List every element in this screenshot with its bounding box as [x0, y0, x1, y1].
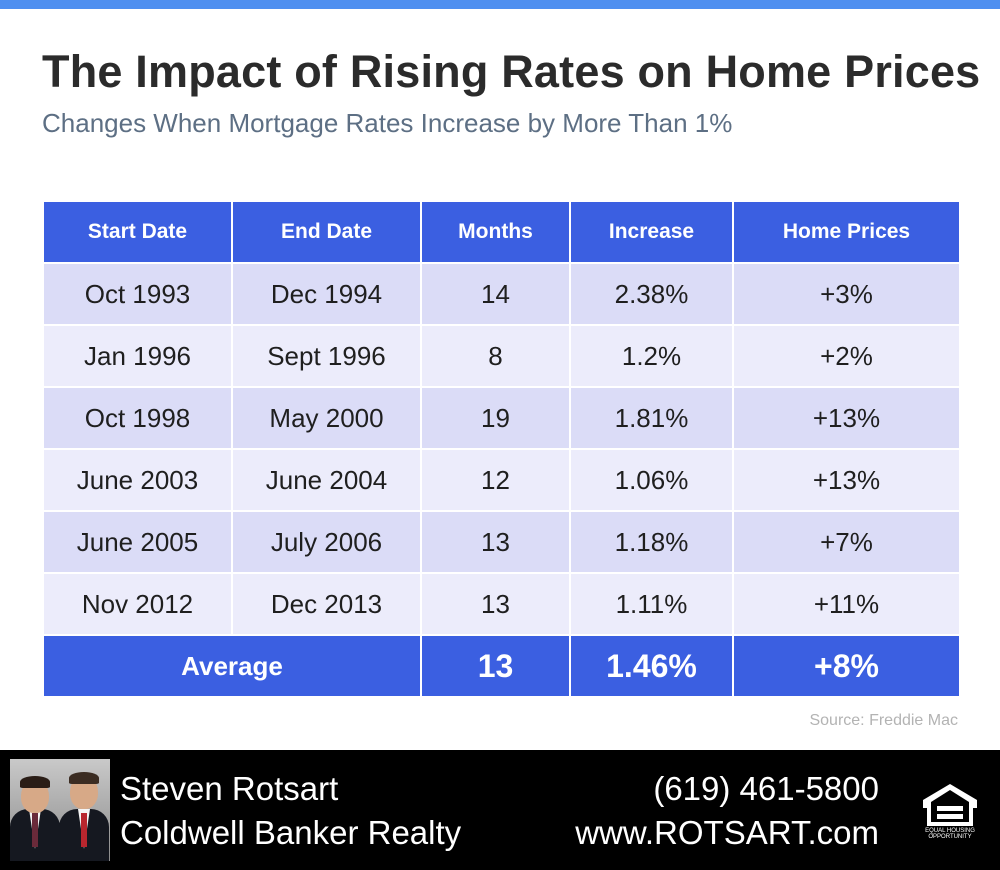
- company-name: Coldwell Banker Realty: [120, 814, 462, 851]
- cell-increase: 2.38%: [569, 262, 734, 326]
- table-header-row: Start Date End Date Months Increase Home…: [42, 200, 961, 264]
- cell-start-date: Oct 1998: [42, 386, 233, 450]
- rates-table: Start Date End Date Months Increase Home…: [42, 200, 961, 698]
- cell-home-prices: +2%: [732, 324, 961, 388]
- equal-housing-text: EQUAL HOUSING OPPORTUNITY: [925, 828, 975, 840]
- cell-home-prices: +11%: [732, 572, 961, 636]
- cell-increase: 1.81%: [569, 386, 734, 450]
- cell-home-prices: +13%: [732, 386, 961, 450]
- cell-increase: 1.18%: [569, 510, 734, 574]
- cell-end-date: Sept 1996: [231, 324, 422, 388]
- cell-increase: 1.11%: [569, 572, 734, 636]
- average-increase: 1.46%: [569, 634, 734, 698]
- table-row: June 2003 June 2004 12 1.06% +13%: [42, 448, 961, 512]
- page-subtitle: Changes When Mortgage Rates Increase by …: [42, 108, 733, 138]
- source-note: Source: Freddie Mac: [809, 712, 958, 729]
- column-header-increase: Increase: [569, 200, 734, 264]
- agent-figure-right: [58, 769, 110, 861]
- equal-housing-opportunity-icon: [923, 784, 977, 826]
- website-link[interactable]: www.ROTSART.com: [575, 814, 879, 851]
- cell-months: 14: [420, 262, 571, 326]
- column-header-home-prices: Home Prices: [732, 200, 961, 264]
- table-row: Oct 1993 Dec 1994 14 2.38% +3%: [42, 262, 961, 326]
- top-accent-bar: [0, 0, 1000, 9]
- agent-name: Steven Rotsart: [120, 770, 339, 807]
- column-header-months: Months: [420, 200, 571, 264]
- cell-start-date: Jan 1996: [42, 324, 233, 388]
- cell-end-date: June 2004: [231, 448, 422, 512]
- column-header-start-date: Start Date: [42, 200, 233, 264]
- table-row: Oct 1998 May 2000 19 1.81% +13%: [42, 386, 961, 450]
- agent-photo: [10, 759, 110, 861]
- column-header-end-date: End Date: [231, 200, 422, 264]
- cell-increase: 1.06%: [569, 448, 734, 512]
- cell-months: 8: [420, 324, 571, 388]
- cell-end-date: Dec 2013: [231, 572, 422, 636]
- cell-start-date: Nov 2012: [42, 572, 233, 636]
- cell-months: 12: [420, 448, 571, 512]
- table-row: Nov 2012 Dec 2013 13 1.11% +11%: [42, 572, 961, 636]
- average-label: Average: [42, 634, 422, 698]
- cell-home-prices: +3%: [732, 262, 961, 326]
- agent-figure-left: [10, 771, 60, 861]
- cell-end-date: May 2000: [231, 386, 422, 450]
- cell-months: 19: [420, 386, 571, 450]
- average-row: Average 13 1.46% +8%: [42, 634, 961, 698]
- table-row: June 2005 July 2006 13 1.18% +7%: [42, 510, 961, 574]
- agent-footer: Steven Rotsart Coldwell Banker Realty (6…: [0, 750, 1000, 870]
- cell-start-date: June 2003: [42, 448, 233, 512]
- cell-end-date: July 2006: [231, 510, 422, 574]
- table-row: Jan 1996 Sept 1996 8 1.2% +2%: [42, 324, 961, 388]
- cell-increase: 1.2%: [569, 324, 734, 388]
- average-months: 13: [420, 634, 571, 698]
- cell-home-prices: +13%: [732, 448, 961, 512]
- average-home-prices: +8%: [732, 634, 961, 698]
- cell-start-date: Oct 1993: [42, 262, 233, 326]
- cell-start-date: June 2005: [42, 510, 233, 574]
- cell-months: 13: [420, 572, 571, 636]
- phone-number: (619) 461-5800: [653, 770, 879, 807]
- cell-end-date: Dec 1994: [231, 262, 422, 326]
- cell-months: 13: [420, 510, 571, 574]
- page-title: The Impact of Rising Rates on Home Price…: [42, 46, 981, 97]
- cell-home-prices: +7%: [732, 510, 961, 574]
